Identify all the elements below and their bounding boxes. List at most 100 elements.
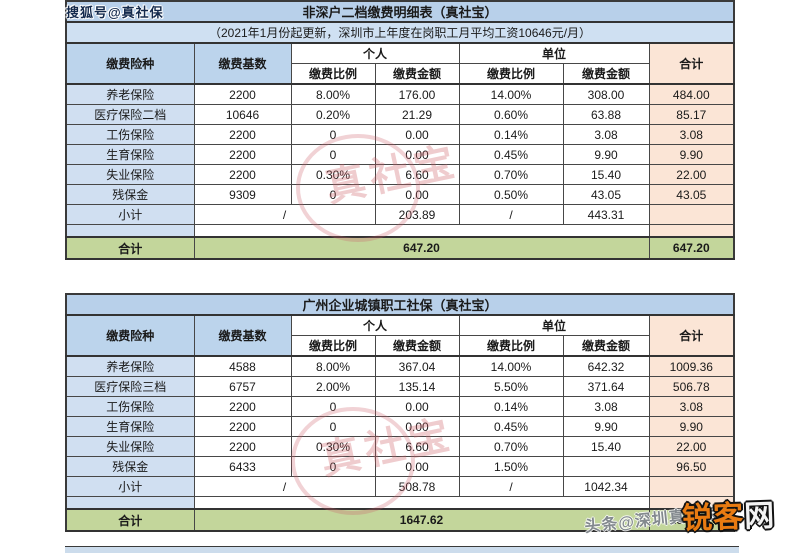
cell-personal-amount: 21.29: [374, 104, 460, 125]
table-title-row: 广州企业城镇职工社保（真社宝）: [65, 293, 735, 316]
spacer-total-cell: [648, 496, 735, 510]
guangzhou-contribution-table: 广州企业城镇职工社保（真社宝） 缴费险种 缴费基数 个人 单位 合计 缴费比例 …: [65, 293, 736, 532]
cell-employer-amount: 15.40: [562, 164, 650, 185]
row-unemployment: 失业保险 2200 0.30% 6.60 0.70% 15.40 22.00: [65, 436, 735, 457]
spacer-label-cell: [65, 496, 195, 510]
cell-employer-amount: 3.08: [562, 396, 650, 417]
cell-personal-ratio: 0.20%: [290, 104, 376, 125]
cell-base: 2200: [193, 83, 292, 105]
grand-total-value: 1647.62: [193, 508, 650, 532]
shenzhen-contribution-table: 非深户二档缴费明细表（真社宝） （2021年1月份起更新，深圳市上年度在岗职工月…: [65, 0, 736, 260]
row-label: 工伤保险: [65, 396, 195, 417]
header-group-employer: 单位: [458, 314, 650, 336]
header-group-employer: 单位: [458, 42, 650, 64]
row-disability-fund: 残保金 6433 0 0.00 1.50% 96.50: [65, 456, 735, 477]
subtotal-row: 小计 / 508.78 / 1042.34: [65, 476, 735, 497]
cell-base: 2200: [193, 396, 292, 417]
cell-employer-ratio: 0.14%: [458, 124, 564, 145]
cell-base: 6757: [193, 376, 292, 397]
header-group-personal: 个人: [290, 314, 460, 336]
cell-base: 6433: [193, 456, 292, 477]
cell-total: 3.08: [648, 396, 735, 417]
spacer-cell: [193, 496, 650, 510]
cell-employer-ratio: 0.70%: [458, 436, 564, 457]
spacer-row: [65, 496, 735, 510]
cell-employer-amount: 43.05: [562, 184, 650, 205]
subtotal-total-empty: [648, 204, 735, 225]
row-label: 残保金: [65, 456, 195, 477]
cell-personal-amount: 176.00: [374, 83, 460, 105]
cell-total: 9.90: [648, 144, 735, 165]
header-insurance-type: 缴费险种: [65, 42, 195, 85]
subtotal-label: 小计: [65, 204, 195, 225]
row-label: 生育保险: [65, 416, 195, 437]
subtotal-slash-employer: /: [458, 476, 564, 497]
header-row-sub: 缴费比例 缴费金额 缴费比例 缴费金额: [66, 63, 734, 85]
cell-personal-ratio: 0: [290, 456, 376, 477]
cell-personal-ratio: 0: [290, 144, 376, 165]
cell-personal-amount: 6.60: [374, 436, 460, 457]
grand-total-right: 1647.62: [648, 508, 735, 532]
cell-employer-amount: 371.64: [562, 376, 650, 397]
cell-employer-ratio: 14.00%: [458, 83, 564, 105]
cell-personal-amount: 0.00: [374, 396, 460, 417]
cell-base: 2200: [193, 144, 292, 165]
row-injury: 工伤保险 2200 0 0.00 0.14% 3.08 3.08: [65, 396, 735, 417]
cell-total: 484.00: [648, 83, 735, 105]
header-group-personal: 个人: [290, 42, 460, 64]
cell-personal-ratio: 0: [290, 396, 376, 417]
row-disability-fund: 残保金 9309 0 0.00 0.50% 43.05 43.05: [65, 184, 735, 205]
cell-employer-amount: 3.08: [562, 124, 650, 145]
cell-personal-ratio: 0: [290, 124, 376, 145]
header-employer-ratio: 缴费比例: [458, 63, 564, 85]
cell-total: 96.50: [648, 456, 735, 477]
cell-personal-amount: 367.04: [374, 355, 460, 377]
cell-personal-amount: 6.60: [374, 164, 460, 185]
row-label: 工伤保险: [65, 124, 195, 145]
cell-employer-ratio: 0.70%: [458, 164, 564, 185]
spacer-label-cell: [65, 224, 195, 238]
cell-employer-ratio: 0.45%: [458, 144, 564, 165]
cell-total: 3.08: [648, 124, 735, 145]
row-maternity: 生育保险 2200 0 0.00 0.45% 9.90 9.90: [65, 416, 735, 437]
cell-personal-amount: 0.00: [374, 416, 460, 437]
subtotal-personal-amount: 203.89: [374, 204, 460, 225]
cell-total: 85.17: [648, 104, 735, 125]
cell-personal-amount: 0.00: [374, 144, 460, 165]
grand-total-label: 合计: [65, 508, 195, 532]
table-title: 广州企业城镇职工社保（真社宝）: [65, 293, 735, 316]
header-row-groups: 缴费险种 缴费基数 个人 单位 合计: [65, 42, 735, 85]
cell-personal-amount: 0.00: [374, 456, 460, 477]
row-pension: 养老保险 2200 8.00% 176.00 14.00% 308.00 484…: [65, 83, 735, 105]
cell-employer-ratio: 0.45%: [458, 416, 564, 437]
row-injury: 工伤保险 2200 0 0.00 0.14% 3.08 3.08: [65, 124, 735, 145]
header-insurance-type: 缴费险种: [65, 314, 195, 357]
cell-employer-amount: [562, 456, 650, 477]
table-title: 非深户二档缴费明细表（真社宝）: [65, 0, 735, 23]
cell-total: 506.78: [648, 376, 735, 397]
subtotal-slash-personal: /: [193, 476, 376, 497]
cell-total: 43.05: [648, 184, 735, 205]
table-subtitle: （2021年1月份起更新，深圳市上年度在岗职工月平均工资10646元/月）: [65, 21, 735, 44]
cell-employer-ratio: 0.60%: [458, 104, 564, 125]
row-label: 失业保险: [65, 436, 195, 457]
header-employer-ratio: 缴费比例: [458, 335, 564, 357]
cell-personal-ratio: 0: [290, 184, 376, 205]
header-base: 缴费基数: [193, 42, 292, 85]
cell-employer-amount: 9.90: [562, 144, 650, 165]
row-label: 医疗保险三档: [65, 376, 195, 397]
ruike-watermark-suffix: 网: [743, 499, 776, 534]
header-personal-amount: 缴费金额: [374, 335, 460, 357]
spacer-cell: [193, 224, 650, 238]
header-employer-amount: 缴费金额: [562, 335, 650, 357]
cell-personal-ratio: 0.30%: [290, 164, 376, 185]
grand-total-right: 647.20: [648, 236, 735, 260]
cell-base: 2200: [193, 164, 292, 185]
header-personal-amount: 缴费金额: [374, 63, 460, 85]
cell-employer-amount: 63.88: [562, 104, 650, 125]
cell-personal-ratio: 8.00%: [290, 355, 376, 377]
cell-employer-amount: 308.00: [562, 83, 650, 105]
header-row-sub: 缴费比例 缴费金额 缴费比例 缴费金额: [66, 335, 734, 357]
row-label: 医疗保险二档: [65, 104, 195, 125]
cell-total: 1009.36: [648, 355, 735, 377]
